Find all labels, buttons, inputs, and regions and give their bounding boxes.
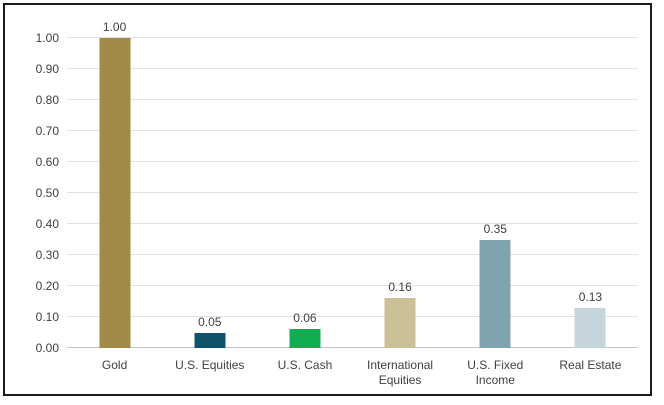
y-axis-tick-label: 0.50: [35, 186, 59, 200]
y-axis-tick-label: 0.70: [35, 124, 59, 138]
gridline: [67, 192, 638, 193]
gridline: [67, 254, 638, 255]
y-axis-tick-label: 0.90: [35, 62, 59, 76]
y-axis-tick-label: 1.00: [35, 31, 59, 45]
y-axis-tick-label: 0.40: [35, 217, 59, 231]
bar-international-equities: [384, 298, 416, 348]
bar-value-label: 0.06: [293, 311, 317, 326]
bar-real-estate: [574, 307, 606, 348]
bar-us-cash: [289, 329, 321, 348]
bar-value-label: 1.00: [102, 20, 127, 34]
y-axis-tick-label: 0.10: [35, 310, 59, 324]
gridline: [67, 161, 638, 162]
bar-value-label: 0.05: [198, 314, 222, 329]
x-axis-category-label: Gold: [101, 358, 128, 372]
y-axis-tick-label: 0.80: [35, 93, 59, 107]
gridline: [67, 130, 638, 131]
gridline: [67, 285, 638, 286]
bar-value-label: 0.16: [388, 280, 412, 295]
x-axis-category-label: U.S. Fixed Income: [467, 358, 524, 387]
x-axis-category-label: U.S. Equities: [175, 358, 245, 372]
y-axis-tick-label: 0.20: [35, 279, 59, 293]
bar-us-fixed-income: [479, 239, 511, 348]
gridline: [67, 37, 638, 38]
bar-value-label: 0.13: [578, 289, 603, 304]
y-axis-tick-label: 0.60: [35, 155, 59, 169]
x-axis-line: [67, 347, 638, 348]
plot-area: [67, 37, 638, 348]
gridline: [67, 223, 638, 224]
gridline: [67, 99, 638, 100]
y-axis-tick-label: 0.00: [35, 341, 59, 355]
y-axis-tick-label: 0.30: [35, 248, 59, 262]
bar-value-label: 0.35: [483, 221, 507, 236]
gridline: [67, 68, 638, 69]
x-axis-category-label: International Equities: [367, 358, 434, 387]
x-axis-category-label: Real Estate: [559, 358, 622, 372]
x-axis-category-label: U.S. Cash: [277, 358, 333, 372]
gridline: [67, 316, 638, 317]
bar-us-equities: [194, 332, 226, 348]
bar-gold: [99, 38, 131, 348]
